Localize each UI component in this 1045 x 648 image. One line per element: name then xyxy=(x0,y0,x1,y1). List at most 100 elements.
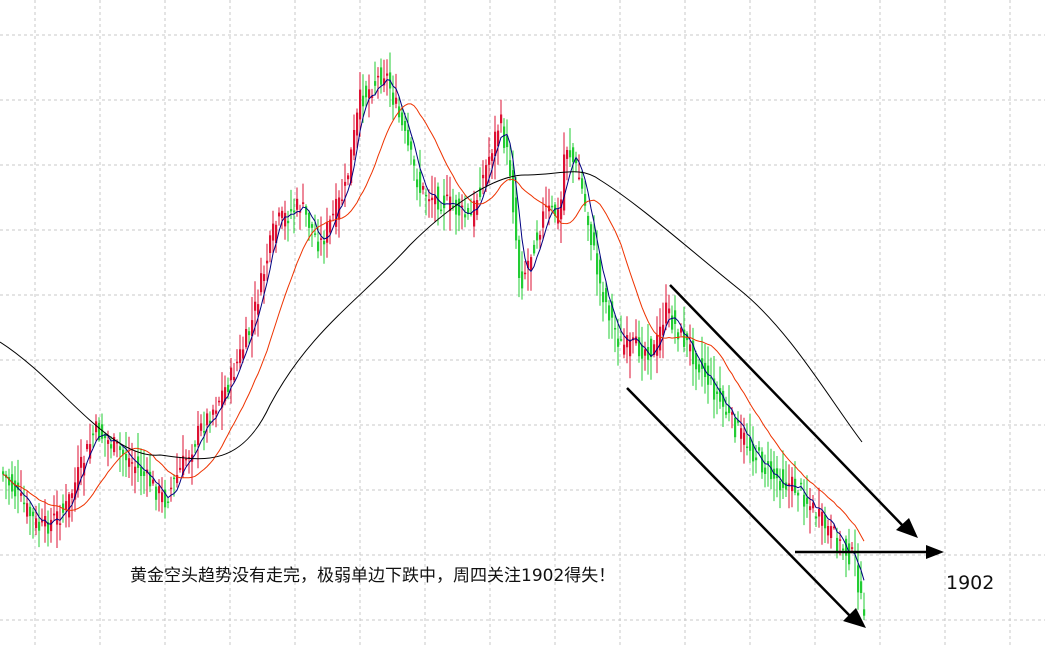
candle-body xyxy=(464,214,467,218)
candle-body xyxy=(677,332,680,340)
candle-body xyxy=(680,327,683,333)
candle-body xyxy=(803,494,806,507)
candle-body xyxy=(764,467,767,474)
candle-body xyxy=(386,73,389,76)
candle-body xyxy=(629,339,632,357)
candle-body xyxy=(458,198,461,216)
candle-body xyxy=(788,483,791,486)
candle-body xyxy=(209,420,212,424)
candle-body xyxy=(527,260,530,269)
candle-body xyxy=(470,213,473,215)
candle-body xyxy=(659,326,662,351)
candle-body xyxy=(821,512,824,526)
candle-body xyxy=(782,469,785,488)
candle-body xyxy=(377,75,380,78)
candle-body xyxy=(722,390,725,407)
candle-body xyxy=(134,466,137,474)
candle-body xyxy=(227,384,230,392)
candle-body xyxy=(755,457,758,461)
candle-body xyxy=(479,187,482,198)
candle-body xyxy=(119,446,122,451)
candle-body xyxy=(581,178,584,189)
candle-body xyxy=(410,141,413,150)
candle-body xyxy=(41,520,44,523)
candle-body xyxy=(623,344,626,355)
candle-body xyxy=(44,516,47,527)
candle-body xyxy=(644,349,647,356)
candle-body xyxy=(626,335,629,348)
candle-body xyxy=(578,177,581,180)
candle-body xyxy=(860,581,863,593)
candle-body xyxy=(557,209,560,224)
candle-body xyxy=(272,223,275,241)
candle-body xyxy=(344,181,347,186)
candle-body xyxy=(248,331,251,336)
candle-body xyxy=(359,89,362,120)
candle-body xyxy=(836,537,839,552)
candle-body xyxy=(455,199,458,215)
candle-body xyxy=(551,205,554,208)
candle-body xyxy=(620,339,623,341)
candle-body xyxy=(173,477,176,480)
candle-body xyxy=(329,219,332,233)
candle-body xyxy=(599,259,602,284)
candle-body xyxy=(563,154,566,211)
candle-body xyxy=(95,421,98,433)
candle-body xyxy=(734,418,737,438)
candle-body xyxy=(422,186,425,190)
candle-body xyxy=(50,519,53,532)
candle-body xyxy=(164,489,167,508)
candle-body xyxy=(695,353,698,370)
candle-body xyxy=(308,213,311,228)
candle-body xyxy=(593,232,596,246)
candle-body xyxy=(65,501,68,510)
candle-body xyxy=(323,240,326,245)
candle-body xyxy=(587,215,590,226)
candle-body xyxy=(524,272,527,275)
candle-body xyxy=(59,523,62,525)
candle-body xyxy=(842,548,845,551)
candle-body xyxy=(800,482,803,485)
candle-body xyxy=(338,197,341,220)
candle-body xyxy=(815,516,818,519)
candle-body xyxy=(35,518,38,528)
candle-body xyxy=(152,479,155,484)
lower-channel-arrowhead xyxy=(843,608,866,628)
candle-body xyxy=(641,344,644,359)
candle-body xyxy=(68,494,71,518)
candle-body xyxy=(8,477,11,486)
candle-body xyxy=(356,112,359,136)
candle-body xyxy=(737,420,740,423)
candle-body xyxy=(407,129,410,146)
candle-body xyxy=(242,349,245,359)
candle-body xyxy=(776,468,779,479)
candle-body xyxy=(347,175,350,180)
candle-body xyxy=(281,210,284,218)
candle-body xyxy=(350,149,353,183)
candle-body xyxy=(539,234,542,240)
candle-body xyxy=(32,511,35,517)
candle-body xyxy=(311,224,314,228)
candle-body xyxy=(440,209,443,212)
candle-body xyxy=(326,222,329,243)
candle-body xyxy=(368,89,371,99)
candle-body xyxy=(482,174,485,179)
candle-body xyxy=(431,197,434,201)
candle-body xyxy=(401,112,404,126)
chart-annotation: 黄金空头趋势没有走完，极弱单边下跌中，周四关注1902得失！ xyxy=(130,566,615,586)
candle-body xyxy=(140,466,143,476)
candle-body xyxy=(137,456,140,468)
candle-body xyxy=(161,492,164,503)
candle-body xyxy=(617,338,620,347)
candle-body xyxy=(575,158,578,164)
candle-body xyxy=(839,539,842,541)
candle-body xyxy=(374,81,377,86)
candle-body xyxy=(533,244,536,254)
candle-body xyxy=(239,349,242,363)
candle-body xyxy=(116,442,119,444)
candle-body xyxy=(779,481,782,491)
candle-body xyxy=(443,195,446,209)
candle-body xyxy=(851,547,854,549)
candle-body xyxy=(446,194,449,197)
candle-body xyxy=(245,329,248,348)
